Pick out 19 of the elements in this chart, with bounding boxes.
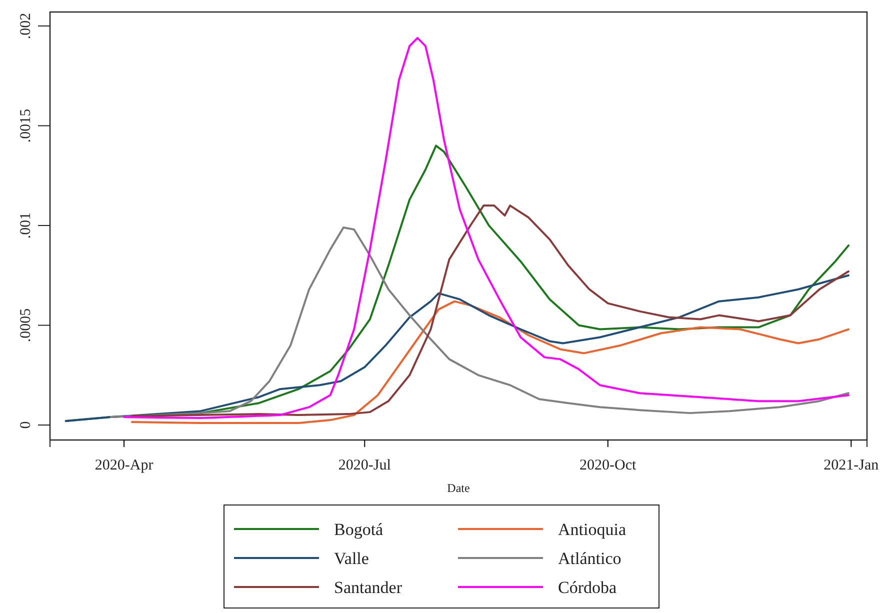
- y-tick-label: .0005: [18, 308, 34, 342]
- line-series: [64, 274, 850, 422]
- legend-label: Valle: [334, 549, 369, 568]
- legend-label: Antioquia: [558, 520, 626, 539]
- legend-label: Santander: [334, 578, 402, 597]
- x-tick-label: 2020-Apr: [94, 458, 154, 474]
- y-tick-label: .001: [18, 212, 34, 239]
- x-axis-title: Date: [447, 481, 470, 495]
- y-tick-label: 0: [18, 421, 34, 429]
- line-series: [123, 36, 850, 420]
- legend-label: Bogotá: [334, 520, 384, 539]
- line-series: [130, 300, 850, 424]
- y-tick-label: .002: [18, 12, 34, 40]
- legend-label: Atlántico: [558, 549, 622, 568]
- x-tick-label: 2020-Jul: [338, 458, 391, 474]
- x-tick-label: 2020-Oct: [580, 458, 638, 474]
- x-tick-label: 2021-Jan: [824, 458, 880, 474]
- legend-label: Córdoba: [558, 578, 617, 597]
- y-tick-label: .0015: [18, 108, 34, 143]
